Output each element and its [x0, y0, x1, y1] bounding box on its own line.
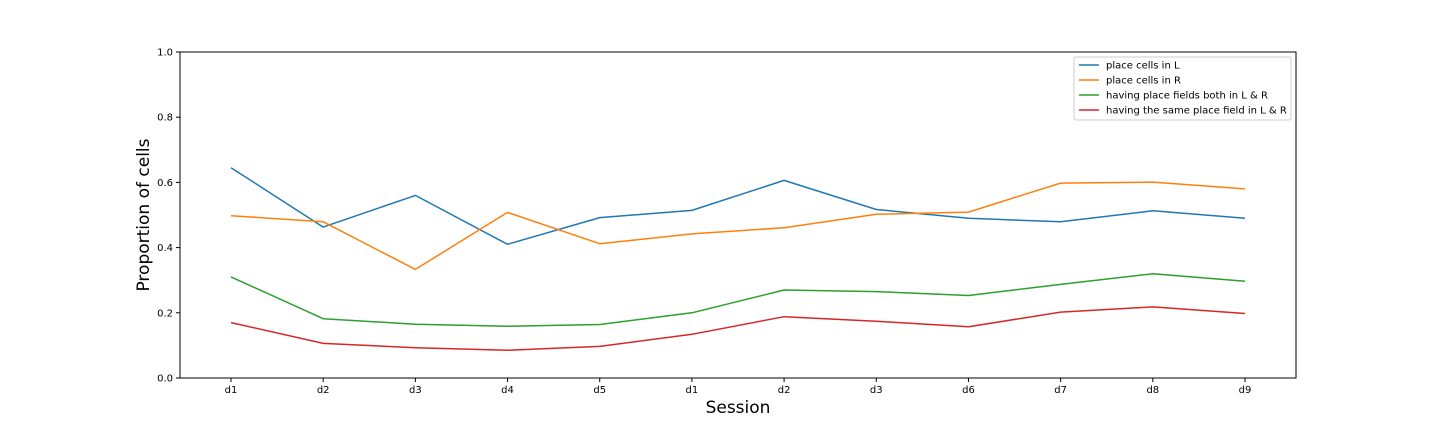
y-tick-label: 0.2 [157, 308, 173, 319]
y-axis-label: Proportion of cells [134, 138, 154, 291]
series-line-1 [230, 167, 1246, 246]
x-tick-label: d2 [778, 385, 791, 396]
legend-label: having place fields both in L & R [1106, 91, 1268, 102]
x-tick-label: d9 [1239, 385, 1252, 396]
series-line-3 [230, 272, 1246, 327]
x-tick-label: d7 [1054, 385, 1067, 396]
y-tick-label: 0.6 [157, 178, 173, 189]
x-tick-label: d1 [686, 385, 699, 396]
x-axis-label: Session [706, 398, 771, 418]
x-axis: d1 d2 d3 d4 d5 d1 d2 d3 d6 d7 d8 d9 [225, 378, 1252, 396]
x-tick-label: d2 [317, 385, 330, 396]
x-tick-label: d5 [593, 385, 606, 396]
legend-label: place cells in R [1106, 76, 1181, 87]
y-tick-label: 0.0 [157, 374, 173, 385]
legend-label: having the same place field in L & R [1106, 106, 1287, 117]
series-line-2 [230, 181, 1246, 271]
y-tick-label: 1.0 [157, 48, 173, 59]
legend-label: place cells in L [1106, 61, 1180, 72]
legend-box [1073, 56, 1292, 121]
x-tick-label: d3 [409, 385, 422, 396]
x-tick-label: d6 [962, 385, 975, 396]
x-tick-label: d8 [1146, 385, 1159, 396]
y-tick-label: 0.8 [157, 113, 173, 124]
series-line-4 [230, 306, 1246, 352]
plot-frame [179, 51, 1297, 379]
x-tick-label: d4 [501, 385, 514, 396]
y-tick-label: 0.4 [157, 243, 173, 254]
series-layer [230, 167, 1246, 352]
legend: place cells in L place cells in R having p… [1073, 56, 1292, 121]
x-tick-label: d3 [870, 385, 883, 396]
x-tick-label: d1 [225, 385, 238, 396]
y-axis: 0.0 0.2 0.4 0.6 0.8 1.0 [157, 48, 180, 385]
